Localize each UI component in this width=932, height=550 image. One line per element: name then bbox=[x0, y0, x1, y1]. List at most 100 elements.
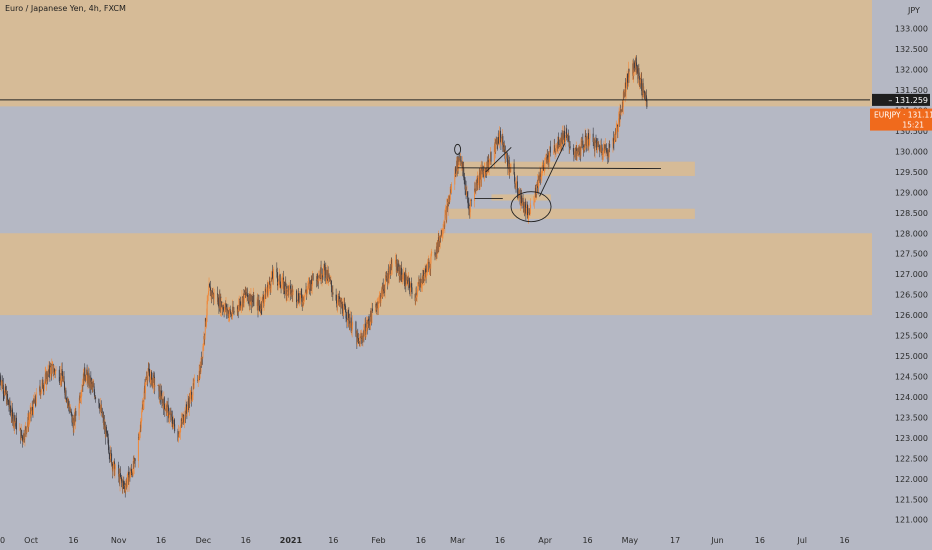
candle-body bbox=[627, 73, 629, 83]
candle-body bbox=[306, 290, 308, 295]
candle-body bbox=[121, 480, 123, 482]
x-tick-label: 2021 bbox=[280, 536, 303, 545]
candle-body bbox=[321, 279, 323, 280]
candle-body bbox=[359, 337, 361, 347]
candle-body bbox=[281, 283, 283, 285]
candle-body bbox=[277, 278, 279, 284]
candle-body bbox=[348, 313, 350, 324]
candle-body bbox=[555, 147, 557, 149]
candle-body bbox=[105, 426, 107, 432]
candle-body bbox=[608, 144, 610, 158]
candle-body bbox=[455, 167, 457, 175]
candle-body bbox=[289, 285, 291, 287]
candle-body bbox=[368, 318, 370, 322]
candle-body bbox=[559, 145, 561, 146]
candle-body bbox=[599, 148, 601, 153]
candle-body bbox=[0, 382, 2, 386]
candle-body bbox=[330, 280, 332, 287]
candle-body bbox=[584, 147, 586, 150]
candle-body bbox=[328, 275, 330, 281]
trend-line-2[interactable] bbox=[485, 146, 512, 173]
candle-body bbox=[526, 207, 528, 208]
candle-body bbox=[468, 204, 470, 210]
candle-body bbox=[442, 228, 444, 230]
candle-body bbox=[143, 402, 145, 410]
candle-body bbox=[541, 170, 543, 177]
y-tick-label: 127.000 bbox=[895, 270, 928, 279]
candle-body bbox=[356, 333, 358, 345]
y-tick-label: 128.000 bbox=[895, 229, 928, 238]
loop-annotation[interactable] bbox=[454, 143, 462, 155]
candle-body bbox=[292, 290, 294, 292]
zone-0[interactable] bbox=[0, 0, 872, 107]
candle-body bbox=[441, 234, 443, 236]
candle-body bbox=[205, 321, 207, 326]
candle-body bbox=[627, 82, 629, 84]
x-tick-label: Mar bbox=[450, 536, 466, 545]
candle-body bbox=[368, 321, 370, 325]
candle-body bbox=[201, 356, 203, 365]
candle-body bbox=[625, 82, 627, 92]
candle-body bbox=[528, 212, 530, 214]
candle-body bbox=[26, 428, 28, 433]
candle-body bbox=[157, 385, 159, 386]
candle-body bbox=[85, 374, 87, 381]
candle-body bbox=[626, 78, 628, 88]
zone-3[interactable] bbox=[449, 208, 695, 219]
x-tick-label: Apr bbox=[538, 536, 553, 545]
x-tick-label: Nov bbox=[111, 536, 127, 545]
price-axis[interactable]: 121.000 121.500 122.000 122.500 123.000 123.5… bbox=[895, 25, 928, 525]
candle-body bbox=[603, 144, 605, 152]
candle-body bbox=[362, 335, 364, 341]
candle-body bbox=[406, 279, 408, 281]
candle-body bbox=[495, 139, 497, 152]
trend-line-0[interactable] bbox=[457, 167, 661, 170]
time-axis[interactable]: 20 Oct 16 Nov 16 Dec 16 2021 16 Feb 16 Mar 16 Apr 16 Ma… bbox=[0, 536, 850, 545]
candle-body bbox=[643, 91, 645, 93]
zone-2[interactable] bbox=[457, 161, 695, 176]
candle-body bbox=[19, 429, 21, 431]
candle-body bbox=[367, 323, 369, 328]
candle-body bbox=[596, 142, 598, 150]
candle-body bbox=[384, 283, 386, 292]
candle-body bbox=[189, 394, 191, 404]
candle-body bbox=[490, 152, 492, 162]
candle-body bbox=[206, 315, 208, 322]
candle-body bbox=[534, 197, 536, 201]
circle-annotation[interactable] bbox=[510, 191, 552, 223]
candle-body bbox=[145, 377, 147, 381]
candle-body bbox=[638, 75, 640, 83]
candle-body bbox=[584, 135, 586, 148]
candle-body bbox=[91, 382, 93, 384]
trend-line-3[interactable] bbox=[539, 143, 566, 197]
candle-body bbox=[112, 462, 114, 469]
candle-body bbox=[351, 325, 353, 332]
candle-body bbox=[616, 125, 618, 128]
candle-body bbox=[120, 477, 122, 481]
candle-body bbox=[191, 392, 193, 402]
x-tick-label: 16 bbox=[416, 536, 426, 545]
candle-body bbox=[207, 294, 209, 301]
candle-body bbox=[507, 158, 508, 166]
candle-body bbox=[84, 367, 86, 377]
candle-body bbox=[125, 485, 127, 491]
candle-body bbox=[615, 134, 617, 140]
candle-body bbox=[26, 425, 28, 429]
candle-body bbox=[621, 111, 623, 112]
candle-body bbox=[11, 407, 13, 417]
candle-body bbox=[114, 468, 116, 476]
candle-body bbox=[260, 302, 262, 309]
zone-1[interactable] bbox=[0, 233, 872, 316]
y-tick-label: 124.000 bbox=[895, 393, 928, 402]
candle-body bbox=[285, 282, 287, 287]
candle-body bbox=[323, 263, 325, 268]
candle-body bbox=[5, 386, 7, 395]
horizontal-line-price-tag bbox=[872, 93, 930, 106]
candle-body bbox=[151, 371, 153, 386]
candle-body bbox=[266, 291, 268, 292]
candle-body bbox=[279, 274, 281, 285]
candle-body bbox=[533, 202, 535, 205]
candle-body bbox=[160, 390, 162, 395]
candle-body bbox=[582, 145, 584, 150]
